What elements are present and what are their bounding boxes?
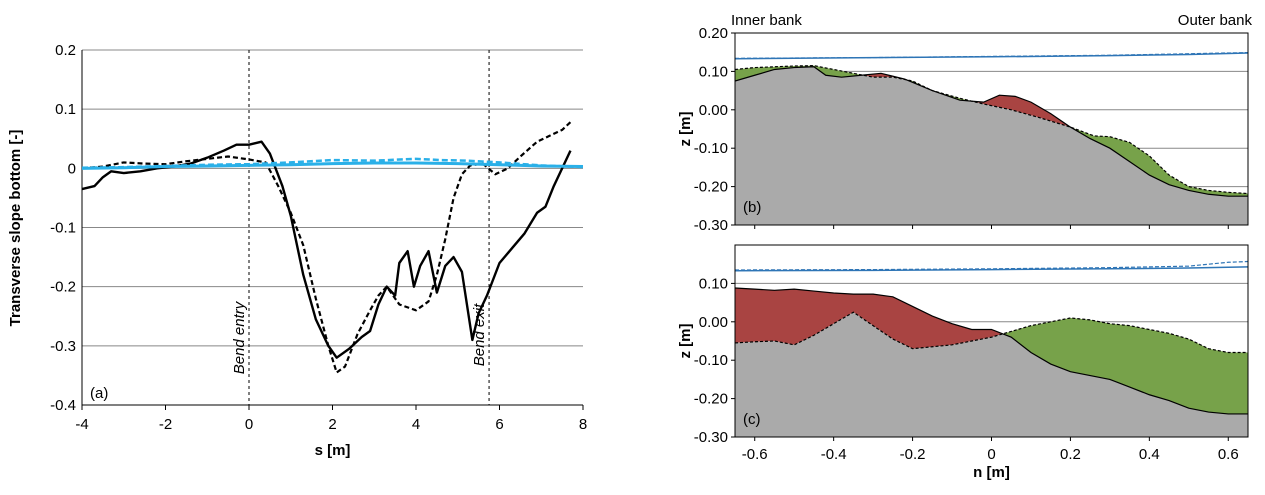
x-tick-label: 0.6 xyxy=(1218,446,1239,463)
x-tick-label: 0 xyxy=(987,446,995,463)
x-tick-label: -0.6 xyxy=(742,446,768,463)
deposition-area xyxy=(1071,127,1248,197)
deposition-area xyxy=(906,79,971,102)
x-axis-title: s [m] xyxy=(315,442,351,459)
x-tick-label: 6 xyxy=(495,416,503,433)
x-tick-label: 0 xyxy=(245,416,253,433)
erosion-area xyxy=(735,288,1002,349)
plot-area xyxy=(735,33,1248,225)
y-axis-title: z [m] xyxy=(677,112,694,147)
y-tick-label: -0.3 xyxy=(50,338,76,355)
inner-bank-label: Inner bank xyxy=(731,12,802,29)
y-tick-label: -0.30 xyxy=(694,217,728,234)
panel-label: (c) xyxy=(743,411,761,428)
y-tick-label: 0 xyxy=(68,160,76,177)
x-tick-label: 8 xyxy=(579,416,587,433)
y-tick-label: -0.10 xyxy=(694,140,728,157)
y-axis-title: z [m] xyxy=(677,324,694,359)
x-tick-label: 2 xyxy=(328,416,336,433)
deposition-area xyxy=(735,65,862,81)
water-line-dashed xyxy=(735,51,1248,59)
bend-annotation: Bend exit xyxy=(471,303,488,366)
series-line-blue-dashed xyxy=(81,157,584,169)
bed-line-solid xyxy=(735,287,1248,415)
bed-line-solid xyxy=(735,66,1248,197)
y-tick-label: 0.2 xyxy=(55,42,76,59)
bed-area xyxy=(735,66,1248,225)
y-tick-label: 0.1 xyxy=(55,101,76,118)
y-tick-label: -0.30 xyxy=(694,429,728,446)
panel-label: (b) xyxy=(743,199,761,216)
y-tick-label: -0.20 xyxy=(694,179,728,196)
outer-bank-label: Outer bank xyxy=(1178,12,1253,29)
bed-area xyxy=(735,312,1248,437)
x-axis-title: n [m] xyxy=(973,464,1010,481)
x-tick-label: -0.2 xyxy=(900,446,926,463)
y-tick-label: -0.1 xyxy=(50,220,76,237)
y-tick-label: -0.2 xyxy=(50,279,76,296)
water-line-solid xyxy=(735,266,1248,272)
y-tick-label: 0.00 xyxy=(699,314,728,331)
y-tick-label: 0.10 xyxy=(699,63,728,80)
panel-label: (a) xyxy=(90,385,108,402)
x-tick-label: 0.4 xyxy=(1139,446,1160,463)
x-tick-label: -0.4 xyxy=(821,446,847,463)
x-tick-label: 0.2 xyxy=(1060,446,1081,463)
bend-annotation: Bend entry xyxy=(231,300,248,374)
plot-area xyxy=(735,245,1248,437)
y-tick-label: -0.4 xyxy=(50,397,76,414)
y-tick-label: 0.10 xyxy=(699,275,728,292)
y-tick-label: -0.10 xyxy=(694,352,728,369)
bed-line-dashed xyxy=(735,311,1248,354)
x-tick-label: 4 xyxy=(412,416,420,433)
chart-c: -0.30-0.20-0.100.000.10-0.6 -0.4 -0.2 0 0.2 0… xyxy=(677,244,1249,481)
x-tick-label: -2 xyxy=(159,416,172,433)
series-line-black-dashed xyxy=(81,121,572,374)
erosion-area xyxy=(863,73,906,80)
y-tick-label: 0.20 xyxy=(699,25,728,42)
y-tick-label: 0.00 xyxy=(699,102,728,119)
chart-b: -0.30 -0.20 -0.10 0.00 0.10 0.20 (b) z [m] Inner… xyxy=(677,12,1252,234)
y-tick-label: -0.20 xyxy=(694,391,728,408)
water-line-dashed xyxy=(735,260,1248,271)
y-axis-title: Transverse slope bottom [-] xyxy=(7,130,24,327)
chart-a: -0.4 -0.3 -0.2 -0.1 0 0.1 0.2 -4 -2 0 2 4 6 8 Bend ent… xyxy=(7,42,587,459)
x-tick-label: -4 xyxy=(75,416,88,433)
bed-line-dashed xyxy=(735,65,1248,195)
water-line-solid xyxy=(735,52,1248,60)
deposition-area xyxy=(1003,318,1248,414)
